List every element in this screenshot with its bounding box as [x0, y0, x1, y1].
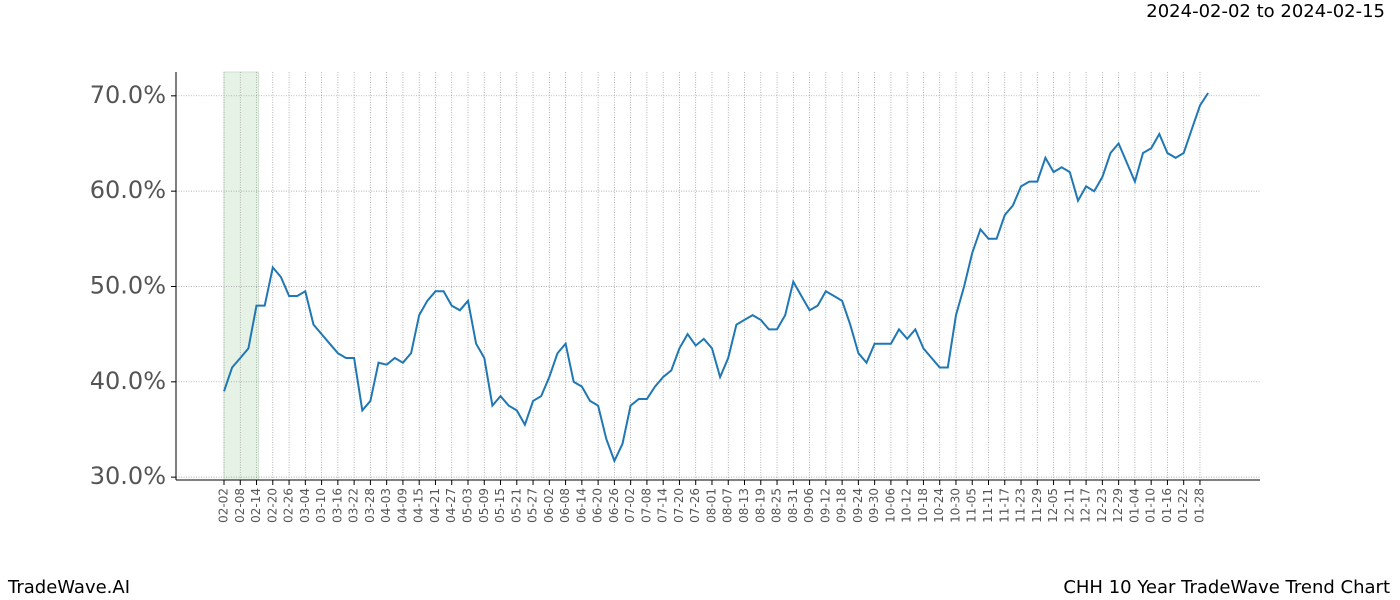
y-tick-label: 40.0% — [90, 367, 166, 395]
x-tick-label: 08-25 — [770, 488, 784, 523]
x-tick-label: 03-04 — [298, 488, 312, 523]
x-tick-label: 12-29 — [1111, 488, 1125, 523]
y-tick-label: 50.0% — [90, 271, 166, 299]
x-tick-label: 09-06 — [802, 488, 816, 523]
x-tick-label: 05-09 — [477, 488, 491, 523]
x-tick-label: 03-16 — [330, 488, 344, 523]
x-tick-label: 01-10 — [1144, 488, 1158, 523]
x-tick-label: 01-28 — [1192, 488, 1206, 523]
x-tick-label: 12-11 — [1062, 488, 1076, 523]
x-tick-label: 11-11 — [981, 488, 995, 523]
brand: TradeWave.AI — [7, 577, 130, 598]
x-tick-label: 02-14 — [249, 488, 263, 523]
x-tick-label: 10-06 — [883, 488, 897, 523]
x-tick-label: 02-26 — [282, 488, 296, 523]
x-tick-label: 09-12 — [818, 488, 832, 523]
x-tick-label: 08-31 — [786, 488, 800, 523]
x-tick-label: 02-20 — [265, 488, 279, 523]
x-tick-label: 05-03 — [460, 488, 474, 523]
x-tick-label: 06-20 — [591, 488, 605, 523]
x-tick-label: 05-21 — [509, 488, 523, 523]
x-tick-label: 12-17 — [1079, 488, 1093, 523]
x-tick-label: 11-17 — [997, 488, 1011, 523]
x-tick-label: 10-24 — [932, 488, 946, 523]
x-tick-label: 04-21 — [428, 488, 442, 523]
x-tick-label: 09-18 — [835, 488, 849, 523]
x-tick-label: 12-05 — [1046, 488, 1060, 523]
x-tick-label: 03-22 — [347, 488, 361, 523]
x-tick-label: 07-02 — [623, 488, 637, 523]
x-tick-label: 05-27 — [526, 488, 540, 523]
x-tick-label: 06-02 — [542, 488, 556, 523]
x-tick-label: 02-08 — [233, 488, 247, 523]
x-tick-label: 09-30 — [867, 488, 881, 523]
x-tick-label: 08-01 — [704, 488, 718, 523]
y-tick-label: 30.0% — [90, 462, 166, 490]
highlight-span — [223, 71, 260, 481]
x-tick-label: 08-19 — [753, 488, 767, 523]
x-tick-label: 07-08 — [639, 488, 653, 523]
x-tick-label: 01-16 — [1160, 488, 1174, 523]
y-tick-label: 70.0% — [90, 81, 166, 109]
x-tick-label: 07-20 — [672, 488, 686, 523]
x-tick-label: 05-15 — [493, 488, 507, 523]
x-tick-label: 11-23 — [1014, 488, 1028, 523]
x-tick-label: 03-10 — [314, 488, 328, 523]
date-range: 2024-02-02 to 2024-02-15 — [1146, 1, 1385, 22]
x-tick-label: 10-18 — [916, 488, 930, 523]
x-tick-label: 10-30 — [948, 488, 962, 523]
x-tick-label: 11-29 — [1030, 488, 1044, 523]
y-tick-label: 60.0% — [90, 176, 166, 204]
x-tick-label: 04-15 — [412, 488, 426, 523]
x-tick-label: 06-14 — [574, 488, 588, 523]
x-tick-label: 11-05 — [965, 488, 979, 523]
x-tick-label: 04-09 — [395, 488, 409, 523]
x-tick-label: 01-22 — [1176, 488, 1190, 523]
x-tick-label: 06-26 — [607, 488, 621, 523]
x-tick-label: 01-04 — [1127, 488, 1141, 523]
x-tick-label: 06-08 — [558, 488, 572, 523]
x-tick-label: 02-02 — [217, 488, 231, 523]
x-tick-label: 12-23 — [1095, 488, 1109, 523]
x-tick-label: 04-27 — [444, 488, 458, 523]
x-tick-label: 09-24 — [851, 488, 865, 523]
x-tick-label: 07-26 — [688, 488, 702, 523]
x-tick-label: 10-12 — [900, 488, 914, 523]
x-tick-label: 07-14 — [656, 488, 670, 523]
x-tick-label: 08-13 — [737, 488, 751, 523]
x-tick-label: 03-28 — [363, 488, 377, 523]
trend-line — [223, 92, 1209, 464]
x-tick-label: 08-07 — [721, 488, 735, 523]
chart-title: CHH 10 Year TradeWave Trend Chart — [1063, 577, 1390, 598]
x-tick-label: 04-03 — [379, 488, 393, 523]
